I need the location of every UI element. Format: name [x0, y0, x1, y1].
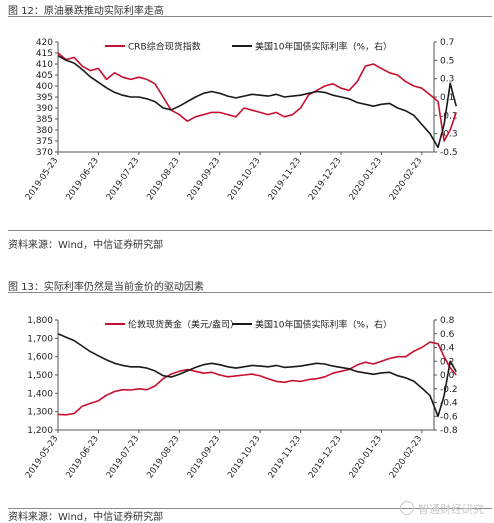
right-tick-label: 0.8 — [440, 316, 455, 326]
title-rule — [8, 16, 492, 17]
x-tick-label: 2019-12-23 — [307, 156, 344, 202]
x-tick-label: 2019-06-23 — [64, 434, 101, 480]
right-tick-label: 0.1 — [440, 93, 454, 103]
right-tick-label: 0.4 — [440, 344, 455, 354]
x-tick-label: 2019-09-23 — [186, 434, 223, 480]
source-note: 资料来源：Wind，中信证券研究部 — [8, 512, 164, 523]
right-tick-label: -0.8 — [440, 426, 458, 436]
legend-label: 美国10年国债实际利率（%，右） — [255, 41, 392, 53]
x-tick-label: 2019-10-23 — [226, 156, 263, 202]
left-tick-label: 1,300 — [27, 408, 53, 418]
title-rule — [8, 292, 492, 293]
source-note: 资料来源：Wind，中信证券研究部 — [8, 240, 164, 251]
x-tick-label: 2019-10-23 — [226, 434, 263, 480]
x-tick-label: 2020-02-23 — [388, 156, 425, 202]
right-tick-label: 0.6 — [440, 330, 455, 340]
left-tick-label: 1,600 — [27, 353, 53, 363]
watermark: 智通财经研究 — [400, 501, 484, 517]
gold-vs-real-rate-chart: 1,200 1,300 1,400 1,500 1,600 1,700 1,800 -0.8 -… — [24, 316, 458, 480]
series-line-red — [57, 341, 457, 416]
x-tick-label: 2019-08-23 — [145, 434, 182, 480]
right-tick-label: 0.5 — [440, 56, 454, 66]
x-tick-label: 2019-09-23 — [186, 156, 223, 202]
left-tick-label: 380 — [36, 126, 53, 136]
figure-title: 图 12：原油暴跌推动实际利率走高 — [8, 6, 164, 17]
right-tick-label: -0.3 — [440, 130, 458, 140]
series-line-black — [57, 55, 457, 149]
right-tick-label: -0.1 — [440, 111, 458, 121]
left-tick-label: 1,800 — [27, 316, 53, 326]
x-tick-label: 2019-11-23 — [267, 156, 304, 202]
series-line-black — [57, 333, 457, 418]
right-tick-label: 0.7 — [440, 38, 454, 48]
x-tick-label: 2019-08-23 — [145, 156, 182, 202]
x-tick-label: 2019-07-23 — [105, 434, 142, 480]
legend-label: 伦敦现货黄金（美元/盎司） — [128, 319, 239, 331]
x-tick-label: 2020-01-23 — [347, 434, 384, 480]
left-tick-label: 415 — [36, 49, 53, 59]
left-tick-label: 1,400 — [27, 389, 53, 399]
source-rule — [8, 230, 492, 231]
figure-13: 图 13：实际利率仍然是当前金价的驱动因素 1,200 1,300 1,400 1,5… — [0, 266, 494, 523]
left-tick-label: 370 — [36, 148, 53, 158]
figure-12: 图 12：原油暴跌推动实际利率走高 370 375 380 385 390 395 400 4… — [8, 6, 492, 251]
left-tick-label: 1,500 — [27, 371, 53, 381]
left-tick-label: 420 — [36, 38, 53, 48]
legend-label: 美国10年国债实际利率（%，右） — [255, 319, 392, 331]
x-tick-label: 2019-05-23 — [24, 156, 61, 202]
right-tick-label: -0.5 — [440, 148, 458, 158]
x-tick-label: 2019-12-23 — [307, 434, 344, 480]
watermark-text: 智通财经研究 — [418, 503, 484, 516]
left-tick-label: 405 — [36, 71, 53, 81]
left-tick-label: 375 — [36, 137, 53, 147]
x-tick-label: 2019-07-23 — [105, 156, 142, 202]
left-tick-label: 395 — [36, 93, 53, 103]
source-rule — [8, 508, 492, 509]
figure-title: 图 13：实际利率仍然是当前金价的驱动因素 — [8, 282, 204, 293]
right-tick-label: -0.2 — [440, 385, 458, 395]
x-tick-label: 2019-05-23 — [24, 434, 61, 480]
left-tick-label: 390 — [36, 104, 53, 114]
watermark-icon — [400, 501, 414, 515]
x-tick-label: 2020-01-23 — [347, 156, 384, 202]
x-tick-label: 2020-02-23 — [388, 434, 425, 480]
right-tick-label: -0.6 — [440, 412, 458, 422]
series-line-red — [57, 52, 457, 142]
left-tick-label: 410 — [36, 60, 53, 70]
x-tick-label: 2019-11-23 — [267, 434, 304, 480]
left-tick-label: 1,200 — [27, 426, 53, 436]
left-tick-label: 400 — [36, 82, 53, 92]
right-tick-label: -0.4 — [440, 399, 458, 409]
left-tick-label: 385 — [36, 115, 53, 125]
right-tick-label: 0.3 — [440, 75, 454, 85]
left-tick-label: 1,700 — [27, 334, 53, 344]
x-tick-label: 2019-06-23 — [64, 156, 101, 202]
legend-label: CRB综合现货指数 — [128, 41, 201, 53]
